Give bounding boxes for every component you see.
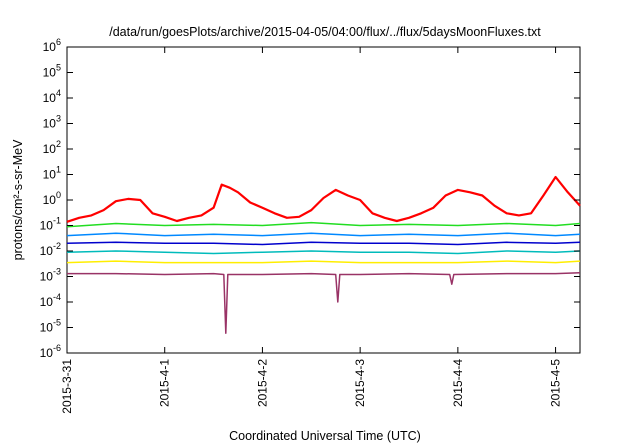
series-layer — [66, 175, 581, 334]
x-tick-label: 2015-4-5 — [549, 359, 563, 407]
chart-title: /data/run/goesPlots/archive/2015-04-05/0… — [109, 25, 541, 39]
series-line-3 — [66, 241, 581, 246]
series-line-4 — [66, 250, 581, 255]
y-tick-label: 10-2 — [40, 241, 61, 258]
series-line-0 — [66, 175, 581, 223]
series-line-6 — [67, 272, 581, 334]
y-tick-label: 100 — [43, 190, 61, 207]
y-tick-label: 104 — [43, 88, 61, 105]
series-line-2 — [66, 232, 581, 237]
series-line-5 — [66, 260, 581, 264]
x-tick-label: 2015-3-31 — [60, 359, 74, 414]
x-axis-label: Coordinated Universal Time (UTC) — [229, 429, 421, 443]
y-axis: 10-6 10-5 10-4 10-3 10-2 10-1 100 101 102 103 104 1… — [40, 37, 580, 360]
x-tick-label: 2015-4-4 — [451, 359, 465, 407]
x-tick-label: 2015-4-3 — [353, 359, 367, 407]
y-axis-label: protons/cm²-s-sr-MeV — [11, 139, 25, 261]
y-tick-label: 10-3 — [40, 267, 61, 284]
y-tick-label: 10-5 — [40, 318, 61, 335]
y-tick-label: 105 — [43, 63, 61, 80]
y-tick-label: 10-1 — [40, 216, 61, 233]
y-tick-label: 103 — [43, 114, 61, 131]
x-tick-label: 2015-4-2 — [255, 359, 269, 407]
series-line-1 — [66, 221, 581, 228]
x-axis: 2015-3-31 2015-4-1 2015-4-2 2015-4-3 2015-4-… — [60, 47, 563, 414]
y-tick-label: 101 — [43, 165, 61, 182]
y-tick-label: 10-6 — [40, 343, 61, 360]
plot-frame — [66, 46, 581, 354]
x-tick-label: 2015-4-1 — [158, 359, 172, 407]
y-tick-label: 10-4 — [40, 292, 61, 309]
y-tick-label: 102 — [43, 139, 61, 156]
y-tick-label: 106 — [43, 37, 61, 54]
